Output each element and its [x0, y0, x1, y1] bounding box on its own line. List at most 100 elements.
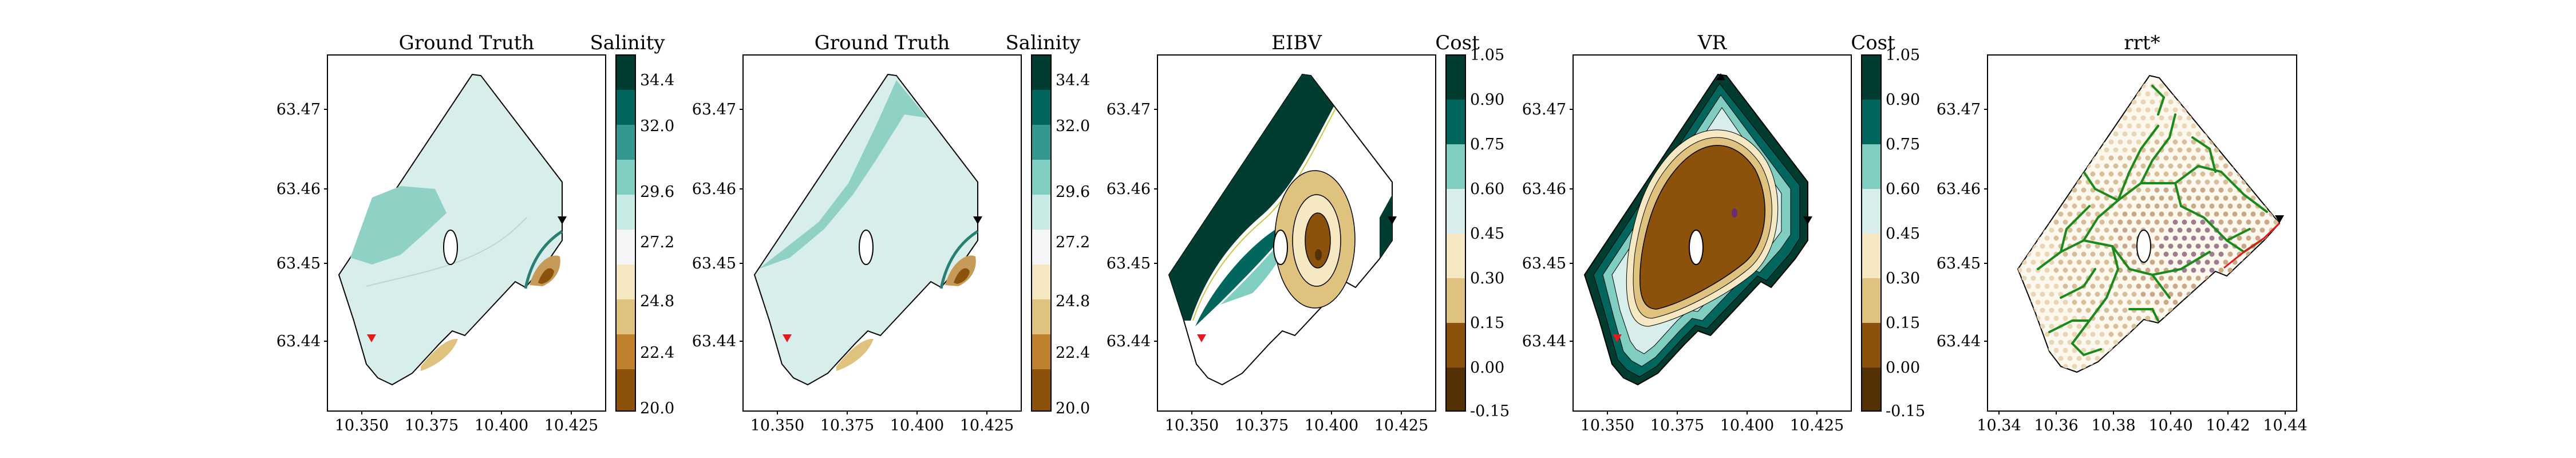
y-tick-label: 63.47	[692, 101, 736, 119]
sample-point	[2113, 323, 2119, 329]
sample-point	[2150, 211, 2155, 217]
sample-point	[2218, 187, 2224, 193]
sample-point	[2246, 187, 2251, 193]
sample-point	[2063, 203, 2068, 209]
sample-point	[2264, 219, 2270, 225]
island	[1273, 230, 1288, 265]
high-salinity-patch	[350, 186, 447, 264]
sample-point	[2140, 211, 2146, 217]
sample-point	[2140, 163, 2146, 169]
sample-point	[2113, 131, 2119, 137]
sample-point	[2136, 203, 2142, 209]
sample-point	[2172, 139, 2178, 145]
sample-point	[2030, 291, 2036, 297]
sample-point	[2076, 195, 2082, 201]
sample-point	[2127, 155, 2132, 161]
sample-point	[2200, 187, 2206, 193]
sample-point	[2195, 179, 2201, 185]
sample-point	[2108, 187, 2114, 193]
sample-point	[2122, 147, 2128, 153]
sample-point	[2237, 203, 2242, 209]
x-tick-label: 10.425	[1374, 417, 1428, 435]
sample-point	[2058, 275, 2064, 281]
sample-point	[2195, 131, 2201, 137]
sample-point	[2195, 195, 2201, 201]
sample-point	[2159, 131, 2164, 137]
sample-point	[2177, 131, 2183, 137]
sample-point	[2117, 203, 2123, 209]
island	[1689, 230, 1704, 265]
sample-point	[2131, 275, 2137, 281]
sample-point	[2255, 235, 2261, 241]
sample-point	[2186, 131, 2192, 137]
high-cost-band	[1169, 74, 1334, 321]
colorbar-tick: 0.75	[1470, 136, 1504, 153]
sample-point	[2195, 243, 2201, 249]
sample-point	[2117, 155, 2123, 161]
sample-point	[2241, 211, 2247, 217]
sample-point	[2145, 203, 2151, 209]
sample-point	[2163, 155, 2169, 161]
sample-point	[2218, 203, 2224, 209]
sample-point	[2150, 291, 2155, 297]
sample-point	[2072, 348, 2077, 353]
sample-point	[2154, 171, 2160, 177]
sample-point	[2122, 291, 2128, 297]
sample-point	[2168, 227, 2174, 233]
sample-point	[2072, 299, 2077, 305]
y-tick-label: 63.47	[1522, 101, 1566, 119]
sample-point	[2223, 195, 2229, 201]
x-tick-label: 10.350	[1165, 417, 1219, 435]
sample-point	[2076, 243, 2082, 249]
sample-point	[2063, 315, 2068, 321]
sample-point	[2191, 203, 2196, 209]
y-tick-label: 63.44	[276, 333, 321, 350]
start-marker	[1613, 334, 1622, 342]
sample-point	[2122, 243, 2128, 249]
sample-point	[2113, 339, 2119, 345]
x-tick-label: 10.425	[960, 417, 1014, 435]
panel-5: rrt* 63.47 63.46 63.45 63.44 10.34 10.36…	[1937, 31, 2308, 435]
y-tick-label: 63.45	[1107, 255, 1151, 273]
sample-point	[2209, 267, 2215, 273]
sample-point	[2095, 275, 2100, 281]
sample-point	[2090, 203, 2096, 209]
sample-point	[2182, 251, 2187, 257]
target-marker	[1388, 216, 1397, 224]
sample-point	[2090, 171, 2096, 177]
colorbar-tick: 0.75	[1886, 136, 1920, 153]
sample-point	[2058, 356, 2064, 361]
sample-point	[2204, 243, 2210, 249]
sample-point	[2085, 243, 2091, 249]
sample-point	[2154, 235, 2160, 241]
sample-point	[2172, 283, 2178, 289]
sample-point	[2191, 219, 2196, 225]
sample-point	[2021, 275, 2027, 281]
sample-point	[2154, 267, 2160, 273]
y-tick-label: 63.47	[276, 101, 321, 119]
sample-point	[2136, 123, 2142, 129]
sample-point	[2104, 211, 2109, 217]
sample-point	[2104, 147, 2109, 153]
sample-point	[2182, 283, 2187, 289]
sample-point	[2067, 227, 2073, 233]
sample-point	[2085, 356, 2091, 361]
sample-point	[2186, 179, 2192, 185]
sample-point	[2163, 235, 2169, 241]
sample-point	[2067, 323, 2073, 329]
sample-point	[2076, 356, 2082, 361]
sample-point	[2131, 291, 2137, 297]
sample-point	[2095, 179, 2100, 185]
sample-point	[2232, 211, 2238, 217]
sample-point	[2131, 195, 2137, 201]
sample-point	[2209, 171, 2215, 177]
sample-point	[2053, 235, 2059, 241]
y-tick-label: 63.47	[1107, 101, 1151, 119]
y-tick-label: 63.46	[692, 180, 736, 198]
sample-point	[2168, 99, 2174, 105]
sample-point	[2136, 315, 2142, 321]
sample-point	[2227, 203, 2233, 209]
sample-point	[2159, 83, 2164, 89]
sample-point	[2177, 275, 2183, 281]
x-tick-label: 10.42	[2206, 417, 2250, 435]
